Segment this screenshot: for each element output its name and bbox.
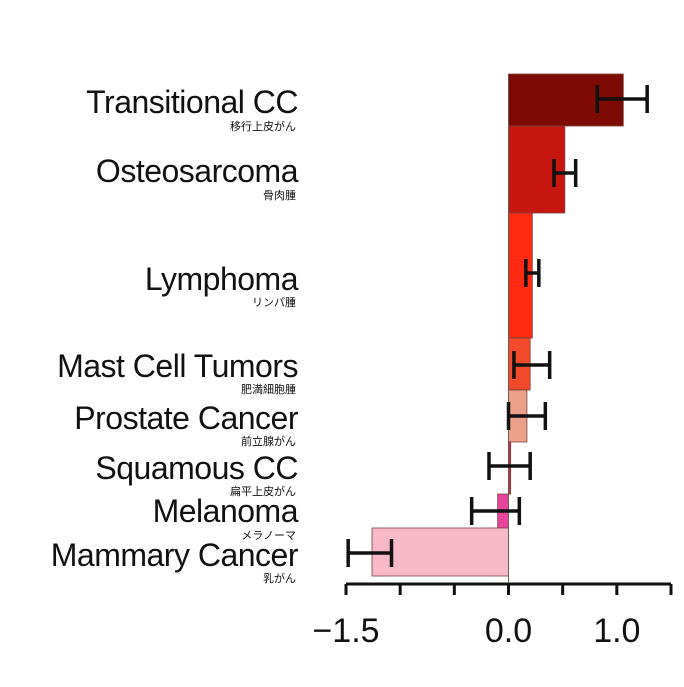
category-label-osteosarcoma: Osteosarcoma (96, 153, 299, 189)
category-sublabel-mast-cell-tumors: 肥満細胞腫 (241, 382, 296, 396)
category-sublabel-osteosarcoma: 骨肉腫 (263, 188, 296, 202)
category-label-squamous-cc: Squamous CC (95, 450, 298, 486)
bar-osteosarcoma (508, 125, 566, 214)
bar-lymphoma (508, 212, 533, 339)
category-sublabel-lymphoma: リンパ腫 (252, 295, 296, 309)
category-label-transitional-cc: Transitional CC (86, 84, 298, 120)
category-label-prostate-cancer: Prostate Cancer (74, 400, 299, 436)
category-label-melanoma: Melanoma (153, 493, 299, 529)
category-sublabel-melanoma: メラノーマ (241, 529, 296, 542)
category-sublabel-squamous-cc: 扁平上皮がん (230, 484, 296, 498)
category-sublabel-prostate-cancer: 前立腺がん (241, 434, 296, 448)
bars-group (371, 73, 624, 577)
category-sublabel-mammary-cancer: 乳がん (263, 571, 296, 585)
category-label-mammary-cancer: Mammary Cancer (51, 537, 299, 573)
bar-mammary-cancer (371, 527, 509, 577)
x-tick-label-1: 1.0 (593, 612, 640, 650)
x-tick-label-neg1_5: −1.5 (312, 612, 379, 650)
category-sublabel-transitional-cc: 移行上皮がん (230, 119, 296, 133)
x-tick-label-0: 0.0 (485, 612, 532, 650)
x-axis: −1.5 0.0 1.0 (312, 582, 673, 650)
errorbars-group (346, 85, 649, 567)
category-label-lymphoma: Lymphoma (145, 261, 299, 297)
category-label-mast-cell-tumors: Mast Cell Tumors (57, 348, 298, 384)
